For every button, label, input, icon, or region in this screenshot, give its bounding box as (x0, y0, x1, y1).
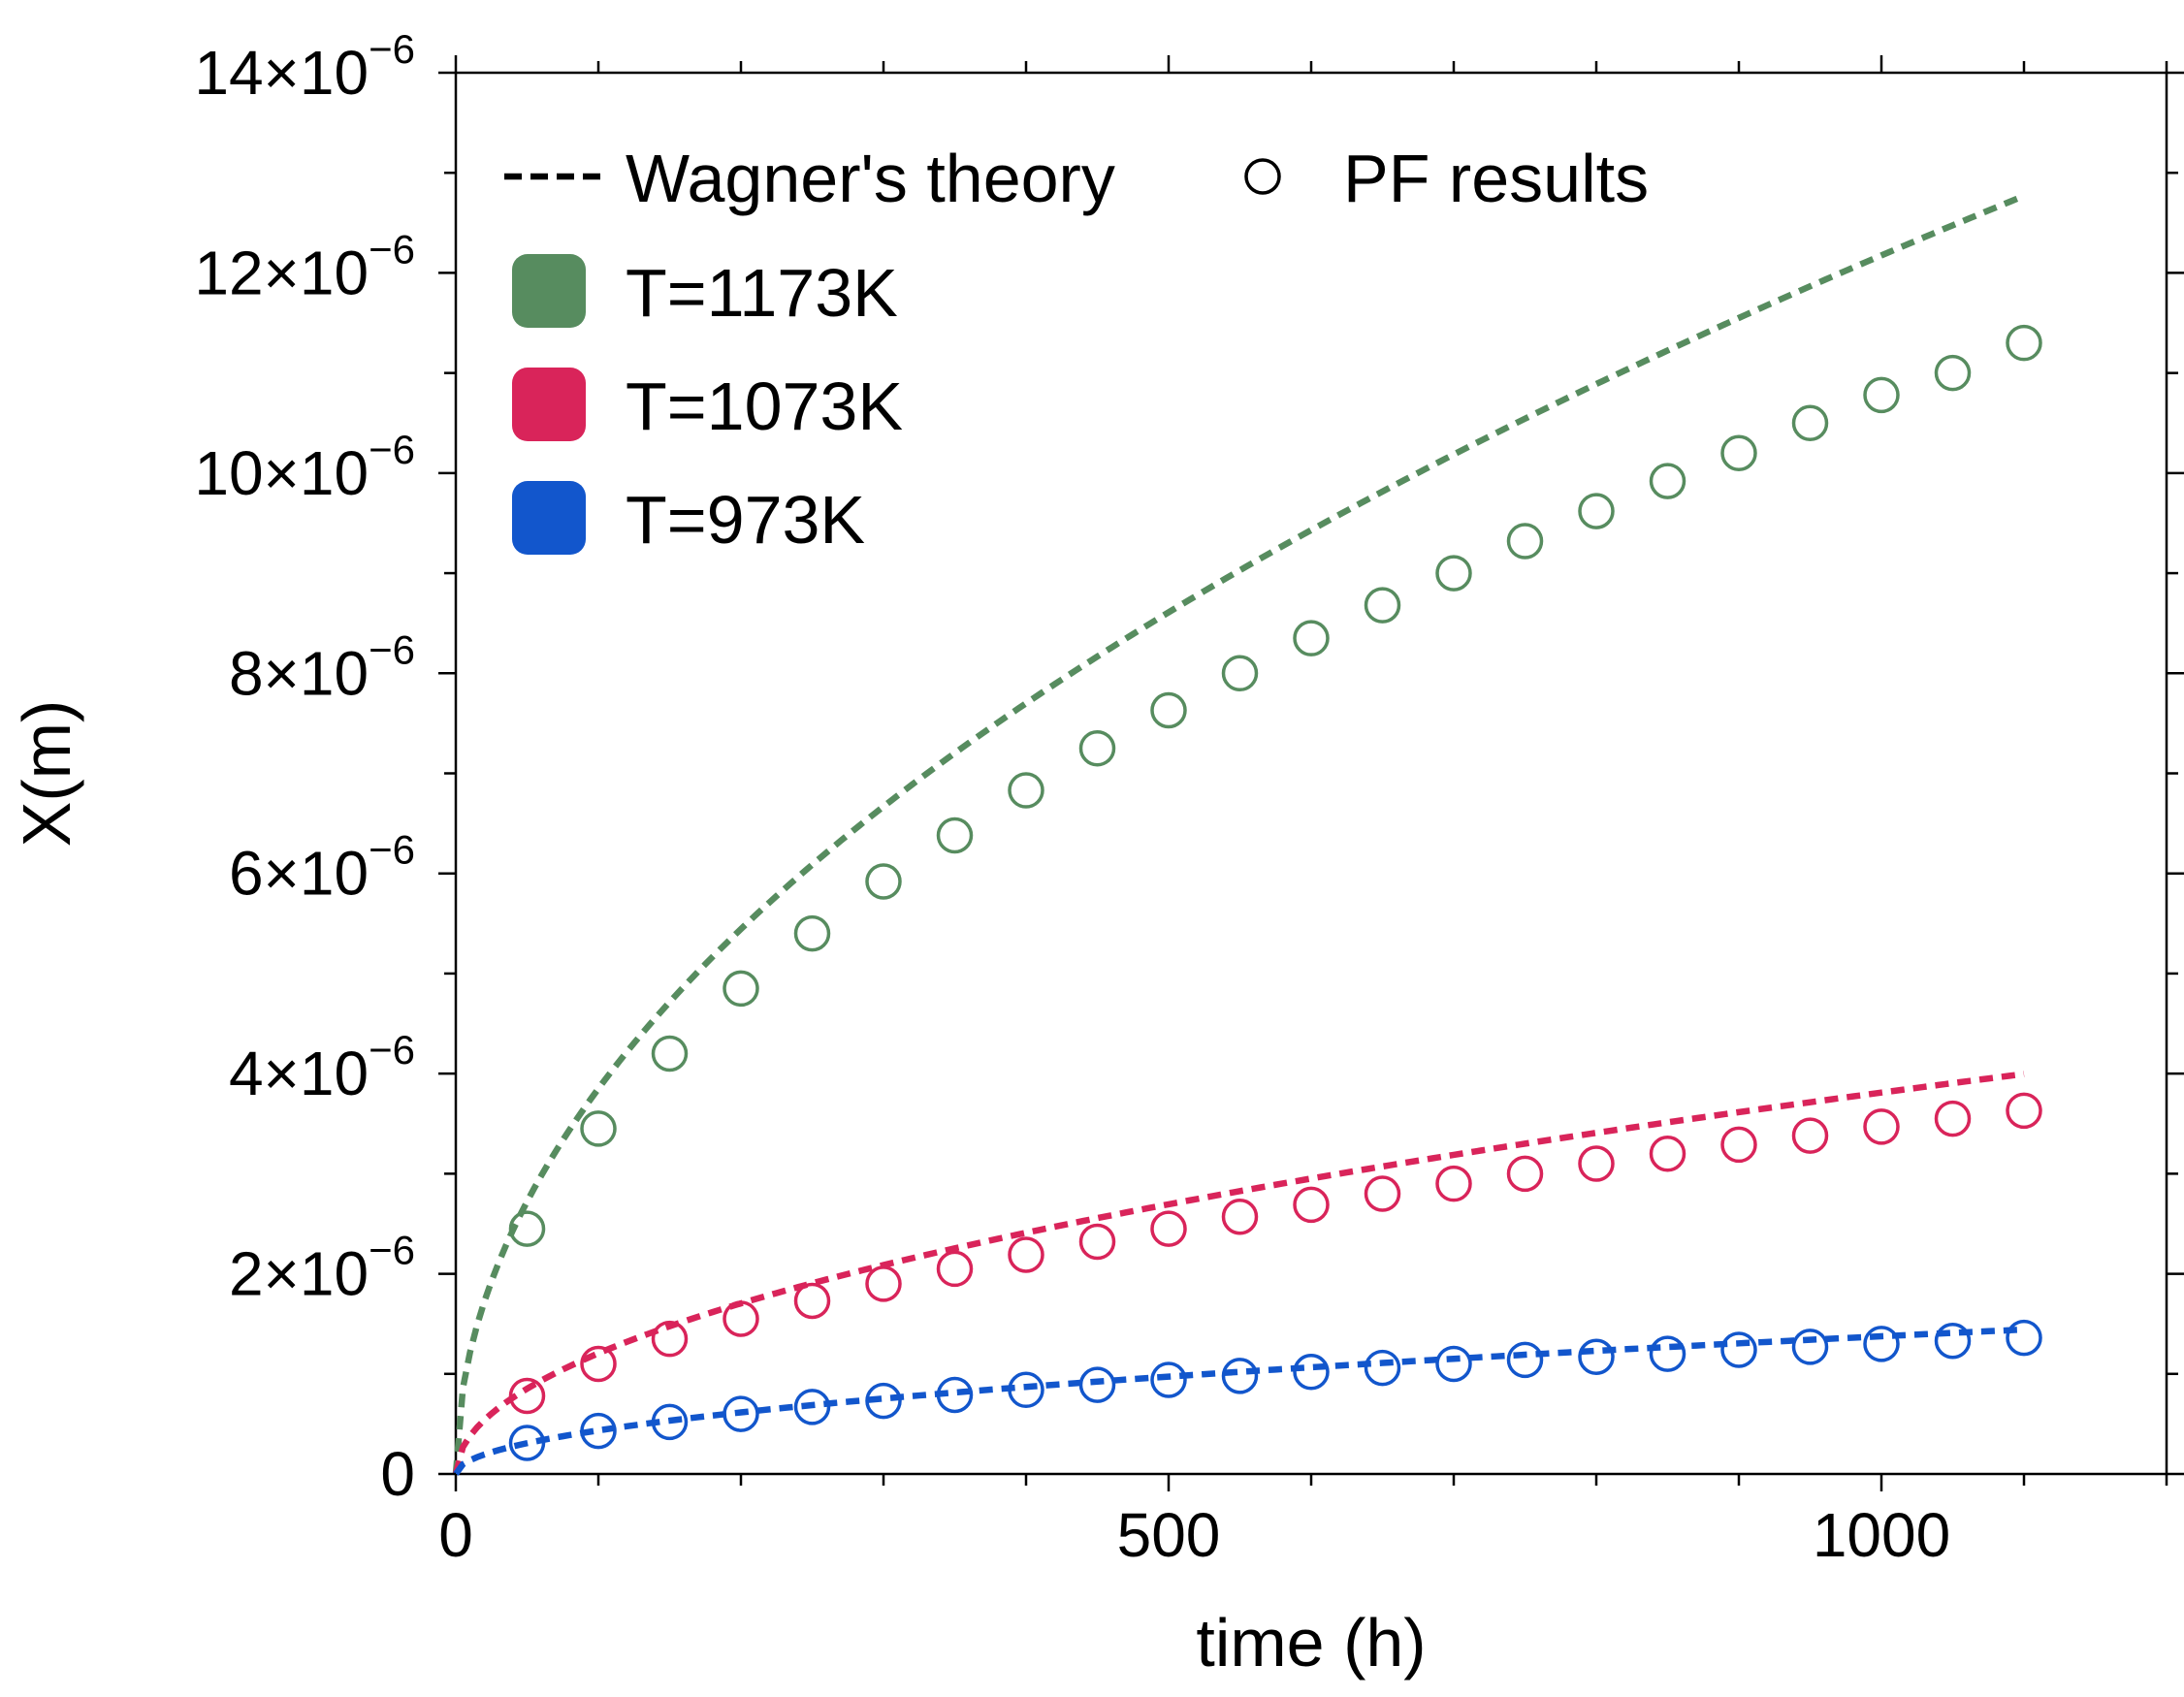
pf-point-T=1073K (1791, 1117, 1829, 1154)
y-tick-label: 8×10−6 (229, 626, 415, 708)
pf-point-T=973K (2006, 1319, 2042, 1357)
x-tick-label: 0 (438, 1500, 473, 1570)
pf-point-T=1173K (1078, 729, 1116, 767)
pf-point-T=973K (1435, 1345, 1472, 1383)
y-tick-label: 6×10−6 (229, 827, 415, 909)
legend-pf-results-label: PF results (1343, 141, 1649, 216)
pf-point-T=1173K (580, 1110, 617, 1147)
pf-point-T=1073K (1078, 1223, 1116, 1261)
pf-point-T=973K (1078, 1366, 1116, 1403)
pf-point-T=973K (1649, 1335, 1686, 1372)
pf-point-T=1173K (936, 816, 974, 854)
pf-point-T=1073K (2006, 1092, 2042, 1130)
pf-point-T=1073K (651, 1320, 689, 1358)
pf-point-T=973K (1720, 1331, 1757, 1368)
pf-point-T=1073K (936, 1250, 974, 1288)
legend-series-entries: T=1173K T=1073K T=973K (512, 254, 903, 558)
legend-swatch-T=973K (512, 481, 586, 555)
pf-point-T=1073K (1435, 1165, 1472, 1202)
pf-point-T=1073K (1863, 1108, 1900, 1145)
pf-point-T=973K (1150, 1361, 1187, 1398)
pf-point-T=1073K (580, 1345, 617, 1383)
pf-point-T=1073K (1934, 1100, 1972, 1137)
pf-point-T=1073K (723, 1300, 759, 1337)
legend-swatch-T=1073K (512, 368, 586, 441)
legend-circle-marker-swatch (1244, 158, 1281, 195)
y-tick-label: 12×10−6 (194, 226, 415, 307)
x-tick-label: 1000 (1813, 1500, 1950, 1570)
x-axis-title: time (h) (1196, 1605, 1426, 1681)
pf-point-T=973K (793, 1389, 831, 1425)
pf-point-T=973K (1364, 1349, 1401, 1387)
pf-point-T=1173K (2006, 324, 2042, 362)
y-axis-title: X(m) (9, 700, 84, 848)
pf-point-T=1173K (1649, 463, 1686, 499)
y-tick-label: 10×10−6 (194, 427, 415, 508)
pf-point-T=973K (1863, 1326, 1900, 1362)
pf-point-T=1173K (1435, 555, 1472, 592)
pf-point-T=1073K (1649, 1135, 1686, 1172)
pf-point-T=973K (1221, 1358, 1259, 1394)
pf-point-T=1073K (1578, 1145, 1615, 1182)
pf-point-T=1173K (1506, 523, 1544, 560)
pf-point-T=1073K (1720, 1126, 1757, 1164)
pf-point-T=973K (1506, 1341, 1544, 1379)
theory-curve-T=973K (453, 1326, 2025, 1476)
pf-point-T=973K (1934, 1322, 1972, 1360)
pf-point-T=1073K (865, 1265, 902, 1302)
pf-point-T=1173K (1150, 691, 1187, 729)
pf-point-T=1073K (1150, 1210, 1187, 1247)
legend-series-label: T=973K (626, 482, 865, 558)
plot-area: 0 500 1000 0 2×10−6 4×10−6 6×10−6 8×10−6 10×10−6… (194, 26, 2184, 1570)
x-tick-label: 500 (1117, 1500, 1221, 1570)
pf-point-T=973K (508, 1425, 546, 1461)
series-layer (452, 193, 2042, 1476)
pf-point-T=1173K (1293, 620, 1330, 656)
theory-curve-T=1173K (452, 193, 2026, 1475)
pf-point-T=1173K (1934, 354, 1972, 392)
pf-point-T=1173K (508, 1210, 546, 1247)
pf-point-T=973K (1008, 1371, 1044, 1409)
pf-point-T=973K (865, 1382, 902, 1420)
legend-series-label: T=1073K (626, 368, 903, 444)
pf-point-T=1173K (723, 970, 759, 1008)
pf-point-T=973K (580, 1412, 617, 1450)
legend: Wagner's theory PF results T=1173K T=1073… (504, 141, 1649, 558)
ticks-layer: 0 500 1000 0 2×10−6 4×10−6 6×10−6 8×10−6 10×10−6… (194, 26, 2184, 1570)
y-tick-label: 14×10−6 (194, 26, 415, 108)
pf-point-T=1173K (1221, 655, 1259, 692)
pf-point-T=973K (1578, 1338, 1615, 1375)
pf-point-T=1173K (1791, 404, 1829, 441)
pf-point-T=1173K (1720, 434, 1757, 471)
y-tick-label: 0 (380, 1439, 415, 1509)
pf-point-T=1173K (1364, 587, 1401, 624)
pf-point-T=1073K (1364, 1175, 1401, 1212)
pf-point-T=1173K (865, 863, 902, 900)
pf-point-T=1073K (508, 1377, 546, 1415)
y-tick-label: 2×10−6 (229, 1228, 415, 1309)
legend-theory-label: Wagner's theory (626, 141, 1115, 216)
theory-curve-T=1073K (452, 1071, 2025, 1475)
legend-swatch-T=1173K (512, 254, 586, 328)
pf-point-T=1173K (651, 1035, 689, 1073)
pf-point-T=1073K (1008, 1236, 1044, 1273)
pf-point-T=1173K (793, 914, 831, 952)
pf-point-T=1173K (1578, 493, 1615, 529)
pf-point-T=973K (936, 1376, 974, 1414)
pf-point-T=1073K (793, 1282, 831, 1320)
pf-point-T=1073K (1221, 1198, 1259, 1235)
pf-point-T=973K (651, 1403, 689, 1441)
pf-point-T=973K (1791, 1329, 1829, 1365)
y-tick-label: 4×10−6 (229, 1027, 415, 1108)
pf-point-T=1173K (1863, 376, 1900, 414)
pf-point-T=1073K (1293, 1186, 1330, 1224)
legend-series-label: T=1173K (626, 255, 898, 331)
pf-point-T=1173K (1008, 772, 1044, 809)
pf-point-T=1073K (1506, 1155, 1544, 1193)
pf-point-T=973K (1293, 1353, 1330, 1391)
pf-point-T=973K (723, 1395, 759, 1432)
